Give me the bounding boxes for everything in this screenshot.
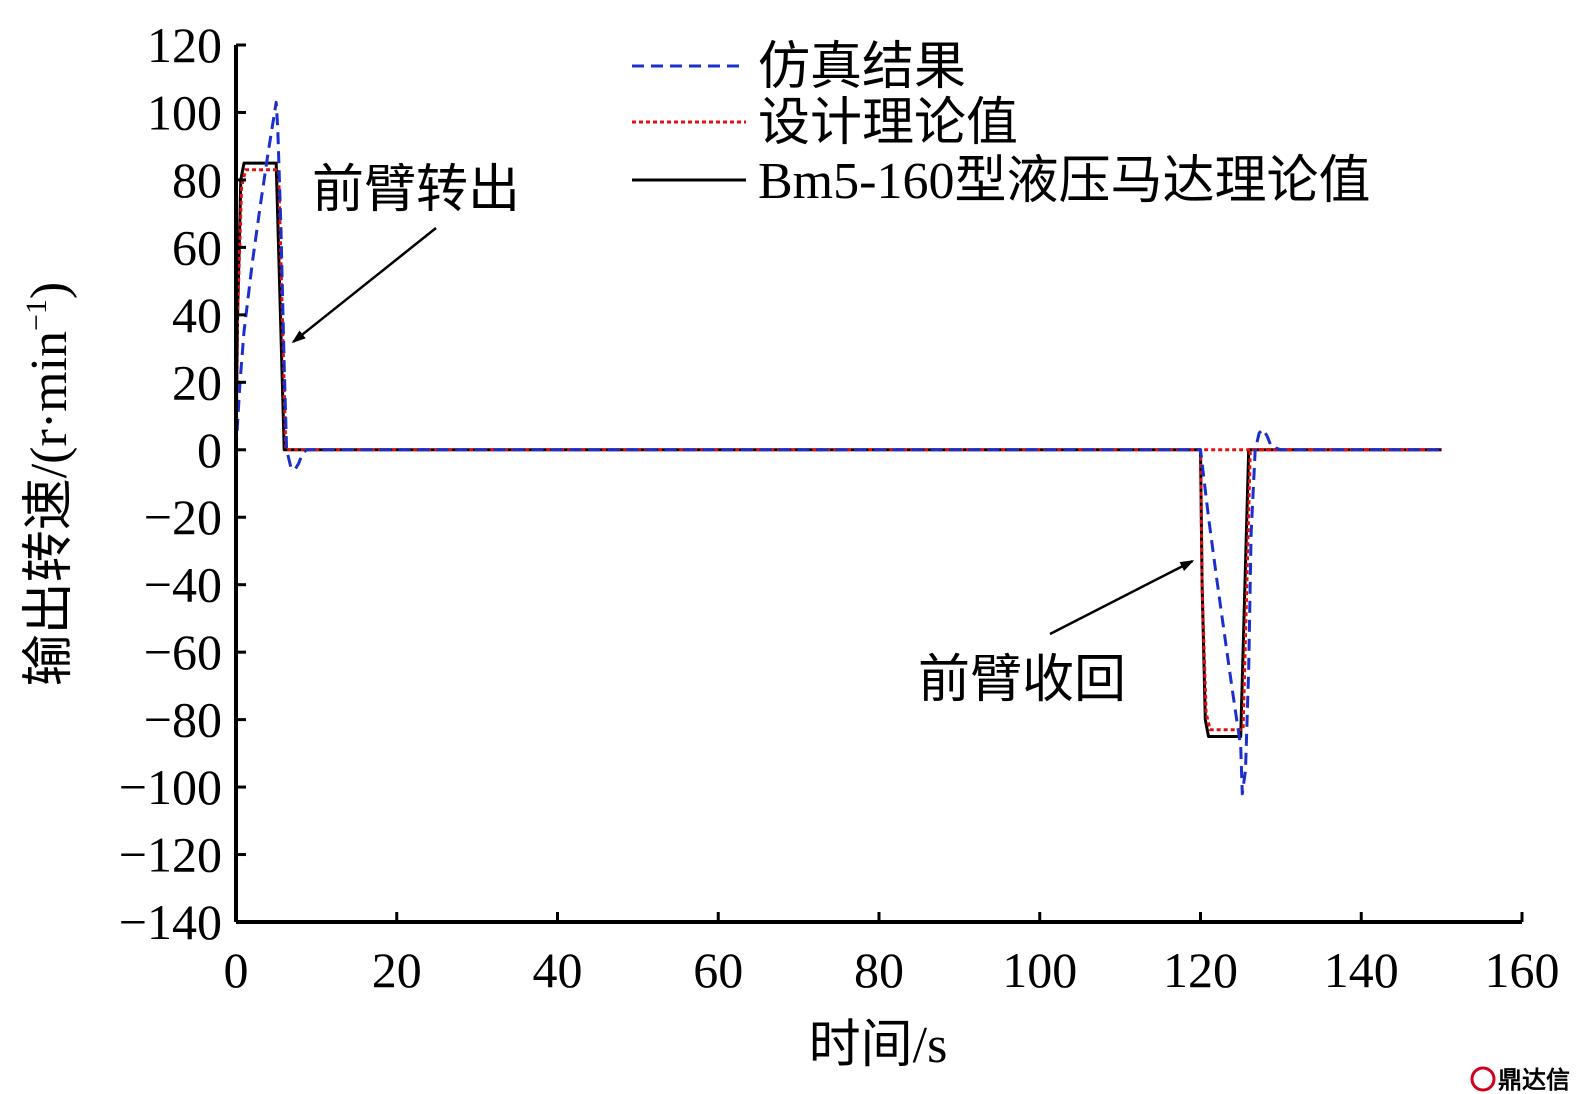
y-tick-label: −120 bbox=[119, 827, 222, 883]
y-tick-label: −60 bbox=[144, 624, 222, 680]
y-tick-label: 0 bbox=[197, 422, 222, 478]
y-axis-title-sup: −1 bbox=[20, 299, 53, 331]
x-tick-label: 0 bbox=[224, 942, 249, 998]
y-axis-title-main: 输出转速/(r·min bbox=[21, 331, 78, 686]
y-axis-title-close: ) bbox=[21, 282, 78, 299]
series-line-1 bbox=[234, 100, 1442, 796]
y-tick-label: 40 bbox=[172, 287, 222, 343]
watermark-logo-icon bbox=[1470, 1066, 1496, 1092]
x-tick-label: 120 bbox=[1163, 942, 1238, 998]
y-tick-label: −20 bbox=[144, 489, 222, 545]
x-tick-label: 140 bbox=[1324, 942, 1399, 998]
series-line-2-seg2 bbox=[1199, 448, 1442, 732]
x-axis-title: 时间/s bbox=[809, 1017, 948, 1074]
legend-label: 仿真结果 bbox=[758, 39, 966, 96]
watermark: 鼎达信 bbox=[1470, 1066, 1570, 1094]
annotation-text: 前臂转出 bbox=[312, 162, 520, 219]
x-tick-label: 60 bbox=[693, 942, 743, 998]
y-tick-label: −140 bbox=[119, 894, 222, 950]
y-tick-label: 80 bbox=[172, 152, 222, 208]
y-tick-label: 100 bbox=[147, 84, 222, 140]
annotation-arrow bbox=[1049, 559, 1195, 636]
annotation-text: 前臂收回 bbox=[918, 652, 1126, 709]
annotation-arrow bbox=[291, 227, 437, 344]
tick-labels: 0 20 40 60 80 100 120 140 160 120 100 80 60 40 20 0 −20 −… bbox=[119, 17, 1560, 998]
y-tick-label: −40 bbox=[144, 557, 222, 613]
x-tick-label: 20 bbox=[372, 942, 422, 998]
y-tick-label: 60 bbox=[172, 219, 222, 275]
x-tick-label: 80 bbox=[854, 942, 904, 998]
x-tick-label: 40 bbox=[533, 942, 583, 998]
watermark-text: 鼎达信 bbox=[1498, 1066, 1570, 1094]
y-axis-title: 输出转速/(r·min−1) bbox=[20, 282, 78, 687]
y-tick-label: −80 bbox=[144, 692, 222, 748]
legend-label: 设计理论值 bbox=[758, 95, 1018, 152]
y-tick-label: 20 bbox=[172, 354, 222, 410]
x-tick-label: 160 bbox=[1485, 942, 1560, 998]
x-tick-label: 100 bbox=[1002, 942, 1077, 998]
y-tick-label: −100 bbox=[119, 759, 222, 815]
axes bbox=[234, 43, 1524, 924]
y-tick-label: 120 bbox=[147, 17, 222, 73]
legend-label: Bm5-160型液压马达理论值 bbox=[758, 153, 1370, 210]
